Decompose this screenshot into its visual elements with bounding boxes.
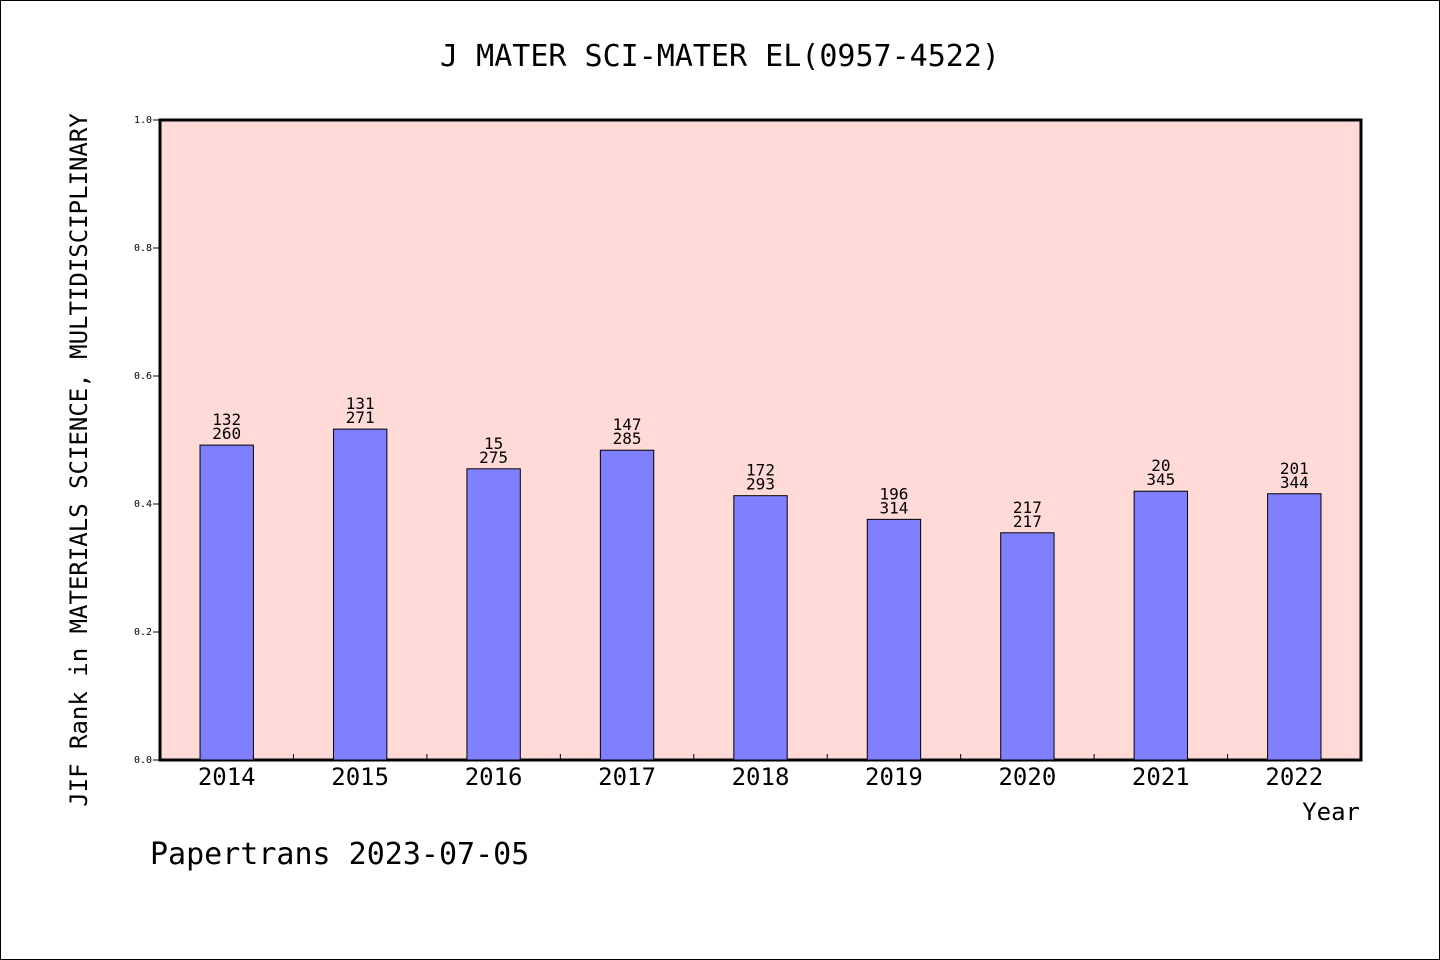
bar-rank-label: 217: [1013, 498, 1042, 517]
bar-2015: [332, 428, 388, 761]
bar-2017: [599, 449, 655, 761]
bar-2019: [866, 518, 922, 761]
bar-total-label: 345: [1146, 470, 1175, 489]
bar-rank-label: 132: [212, 410, 241, 429]
bar-2014: [199, 444, 254, 761]
x-axis-label: Year: [1302, 798, 1360, 826]
x-tick-label: 2020: [998, 763, 1056, 791]
bar-rank-label: 15: [484, 434, 503, 453]
y-tick-label: 0.0: [134, 755, 152, 766]
y-tick-label: 1.0: [134, 115, 152, 126]
bar-2018: [733, 495, 788, 761]
bar-total-label: 217: [1013, 512, 1042, 531]
y-tick-label: 0.2: [134, 627, 152, 638]
x-tick-label: 2022: [1265, 763, 1323, 791]
bar-total-label: 275: [479, 448, 508, 467]
x-tick-label: 2014: [198, 763, 256, 791]
y-axis-ticks: 0.0 0.2 0.4 0.6 0.8 1.0: [134, 115, 160, 766]
bar-2020: [1000, 532, 1055, 761]
bar-rank-label: 201: [1280, 459, 1309, 478]
bar-2022: [1267, 493, 1322, 761]
chart-title: J MATER SCI-MATER EL(0957-4522): [440, 39, 1000, 74]
x-tick-label: 2015: [331, 763, 389, 791]
bar-total-label: 271: [346, 408, 375, 427]
x-tick-label: 2016: [465, 763, 523, 791]
bar-rank-label: 20: [1151, 456, 1170, 475]
x-tick-label: 2021: [1132, 763, 1190, 791]
bar-rank-label: 147: [613, 415, 642, 434]
x-tick-label: 2018: [732, 763, 790, 791]
bar-2016: [466, 468, 521, 761]
bar-total-label: 314: [879, 498, 908, 517]
bar-2021: [1133, 490, 1189, 761]
bar-rank-label: 196: [879, 484, 908, 503]
y-axis-label: JIF Rank in MATERIALS SCIENCE, MULTIDISC…: [65, 113, 93, 807]
bar-total-label: 344: [1280, 473, 1309, 492]
bar-rank-label: 131: [346, 394, 375, 413]
footer-credit: Papertrans 2023-07-05: [150, 837, 529, 872]
x-tick-label: 2017: [598, 763, 656, 791]
bar-total-label: 285: [613, 429, 642, 448]
x-axis-ticks: 2014 2015 2016 2017 2018 2019 2020 2021 2022: [198, 754, 1323, 791]
y-tick-label: 0.6: [134, 371, 152, 382]
x-tick-label: 2019: [865, 763, 923, 791]
bar-total-label: 260: [212, 424, 241, 443]
y-tick-label: 0.4: [134, 499, 152, 510]
bar-rank-label: 172: [746, 461, 775, 480]
bar-total-label: 293: [746, 475, 775, 494]
y-tick-label: 0.8: [134, 243, 152, 254]
